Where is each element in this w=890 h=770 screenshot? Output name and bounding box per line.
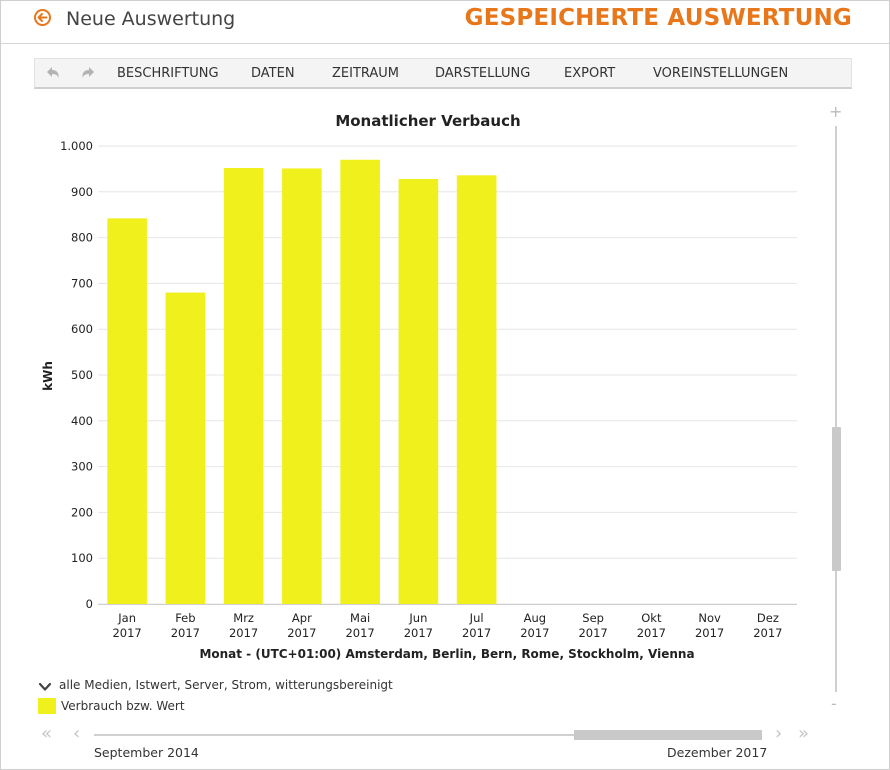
x-tick-month: Dez: [757, 611, 779, 625]
menu-export[interactable]: EXPORT: [564, 66, 616, 81]
x-tick-month: Nov: [698, 611, 721, 625]
x-tick-month: Jan: [117, 611, 136, 625]
y-tick-label: 700: [71, 276, 93, 290]
y-tick-label: 0: [86, 597, 93, 611]
menu-zeitraum[interactable]: ZEITRAUM: [332, 66, 400, 81]
header-divider: [1, 43, 889, 44]
legend-series-label[interactable]: Verbrauch bzw. Wert: [61, 699, 185, 713]
y-tick-label: 200: [71, 505, 93, 519]
x-tick-year: 2017: [171, 626, 200, 640]
zoom-out-icon[interactable]: -: [831, 694, 837, 713]
bar-jan[interactable]: [107, 218, 147, 604]
time-range-track: [94, 734, 762, 736]
redo-icon[interactable]: [80, 65, 96, 81]
y-axis-ticks: 0 100 200 300 400 500 600 700 800 900 1.000: [60, 139, 93, 611]
chevron-right-icon[interactable]: ›: [775, 723, 783, 744]
range-end-label: Dezember 2017: [667, 745, 768, 760]
y-tick-label: 600: [71, 322, 93, 336]
time-range-handle[interactable]: [574, 730, 762, 740]
double-chevron-left-icon[interactable]: «: [41, 723, 53, 744]
chart-bars: [107, 159, 497, 605]
x-tick-year: 2017: [112, 626, 141, 640]
menu-voreinstellungen[interactable]: VOREINSTELLUNGEN: [653, 66, 789, 81]
y-tick-label: 900: [71, 185, 93, 199]
y-tick-label: 400: [71, 414, 93, 428]
zoom-in-icon[interactable]: +: [829, 102, 843, 121]
x-tick-month: Apr: [292, 611, 312, 625]
y-tick-label: 300: [71, 460, 93, 474]
x-tick-month: Aug: [524, 611, 546, 625]
legend-swatch: [38, 698, 56, 714]
bar-feb[interactable]: [165, 292, 206, 604]
bar-apr[interactable]: [282, 168, 322, 604]
y-tick-label: 800: [71, 231, 93, 245]
x-tick-month: Sep: [582, 611, 604, 625]
x-tick-year: 2017: [753, 626, 782, 640]
chevron-down-icon[interactable]: [38, 678, 52, 691]
x-tick-year: 2017: [229, 626, 258, 640]
y-tick-label: 100: [71, 551, 93, 565]
x-tick-month: Jun: [408, 611, 427, 625]
x-tick-year: 2017: [287, 626, 316, 640]
vertical-scroll-track: [835, 126, 837, 692]
x-axis-label: Monat - (UTC+01:00) Amsterdam, Berlin, B…: [199, 647, 694, 661]
x-axis-ticks: Jan2017Feb2017Mrz2017Apr2017Mai2017Jun20…: [112, 611, 782, 640]
x-tick-year: 2017: [578, 626, 607, 640]
x-tick-month: Mai: [350, 611, 370, 625]
vertical-scroll-handle[interactable]: [832, 427, 841, 571]
x-tick-month: Jul: [469, 611, 484, 625]
x-tick-year: 2017: [345, 626, 374, 640]
chart-title: Monatlicher Verbauch: [335, 112, 520, 130]
x-tick-year: 2017: [520, 626, 549, 640]
menu-darstellung[interactable]: DARSTELLUNG: [435, 66, 531, 81]
x-tick-year: 2017: [462, 626, 491, 640]
x-tick-year: 2017: [404, 626, 433, 640]
bar-mrz[interactable]: [223, 167, 264, 604]
chart-grid: [98, 145, 797, 605]
toolbar: BESCHRIFTUNG DATEN ZEITRAUM DARSTELLUNG …: [34, 58, 852, 89]
x-tick-month: Okt: [641, 611, 662, 625]
x-tick-month: Mrz: [233, 611, 254, 625]
bar-mai[interactable]: [340, 159, 380, 605]
back-arrow-icon[interactable]: [34, 9, 51, 26]
menu-beschriftung[interactable]: BESCHRIFTUNG: [117, 66, 219, 81]
legend-group-label[interactable]: alle Medien, Istwert, Server, Strom, wit…: [59, 678, 393, 692]
bar-jun[interactable]: [398, 178, 439, 604]
x-tick-year: 2017: [695, 626, 724, 640]
bar-jul[interactable]: [456, 175, 497, 604]
x-tick-month: Feb: [175, 611, 195, 625]
y-axis-label: kWh: [41, 361, 55, 391]
double-chevron-right-icon[interactable]: »: [798, 723, 810, 744]
undo-icon[interactable]: [45, 65, 61, 81]
new-evaluation-link[interactable]: Neue Auswertung: [66, 8, 236, 30]
y-tick-label: 500: [71, 368, 93, 382]
y-tick-label: 1.000: [60, 139, 93, 153]
menu-daten[interactable]: DATEN: [251, 66, 295, 81]
page-title: GESPEICHERTE AUSWERTUNG: [464, 5, 852, 31]
range-start-label: September 2014: [94, 745, 199, 760]
chevron-left-icon[interactable]: ‹: [73, 723, 81, 744]
x-tick-year: 2017: [637, 626, 666, 640]
